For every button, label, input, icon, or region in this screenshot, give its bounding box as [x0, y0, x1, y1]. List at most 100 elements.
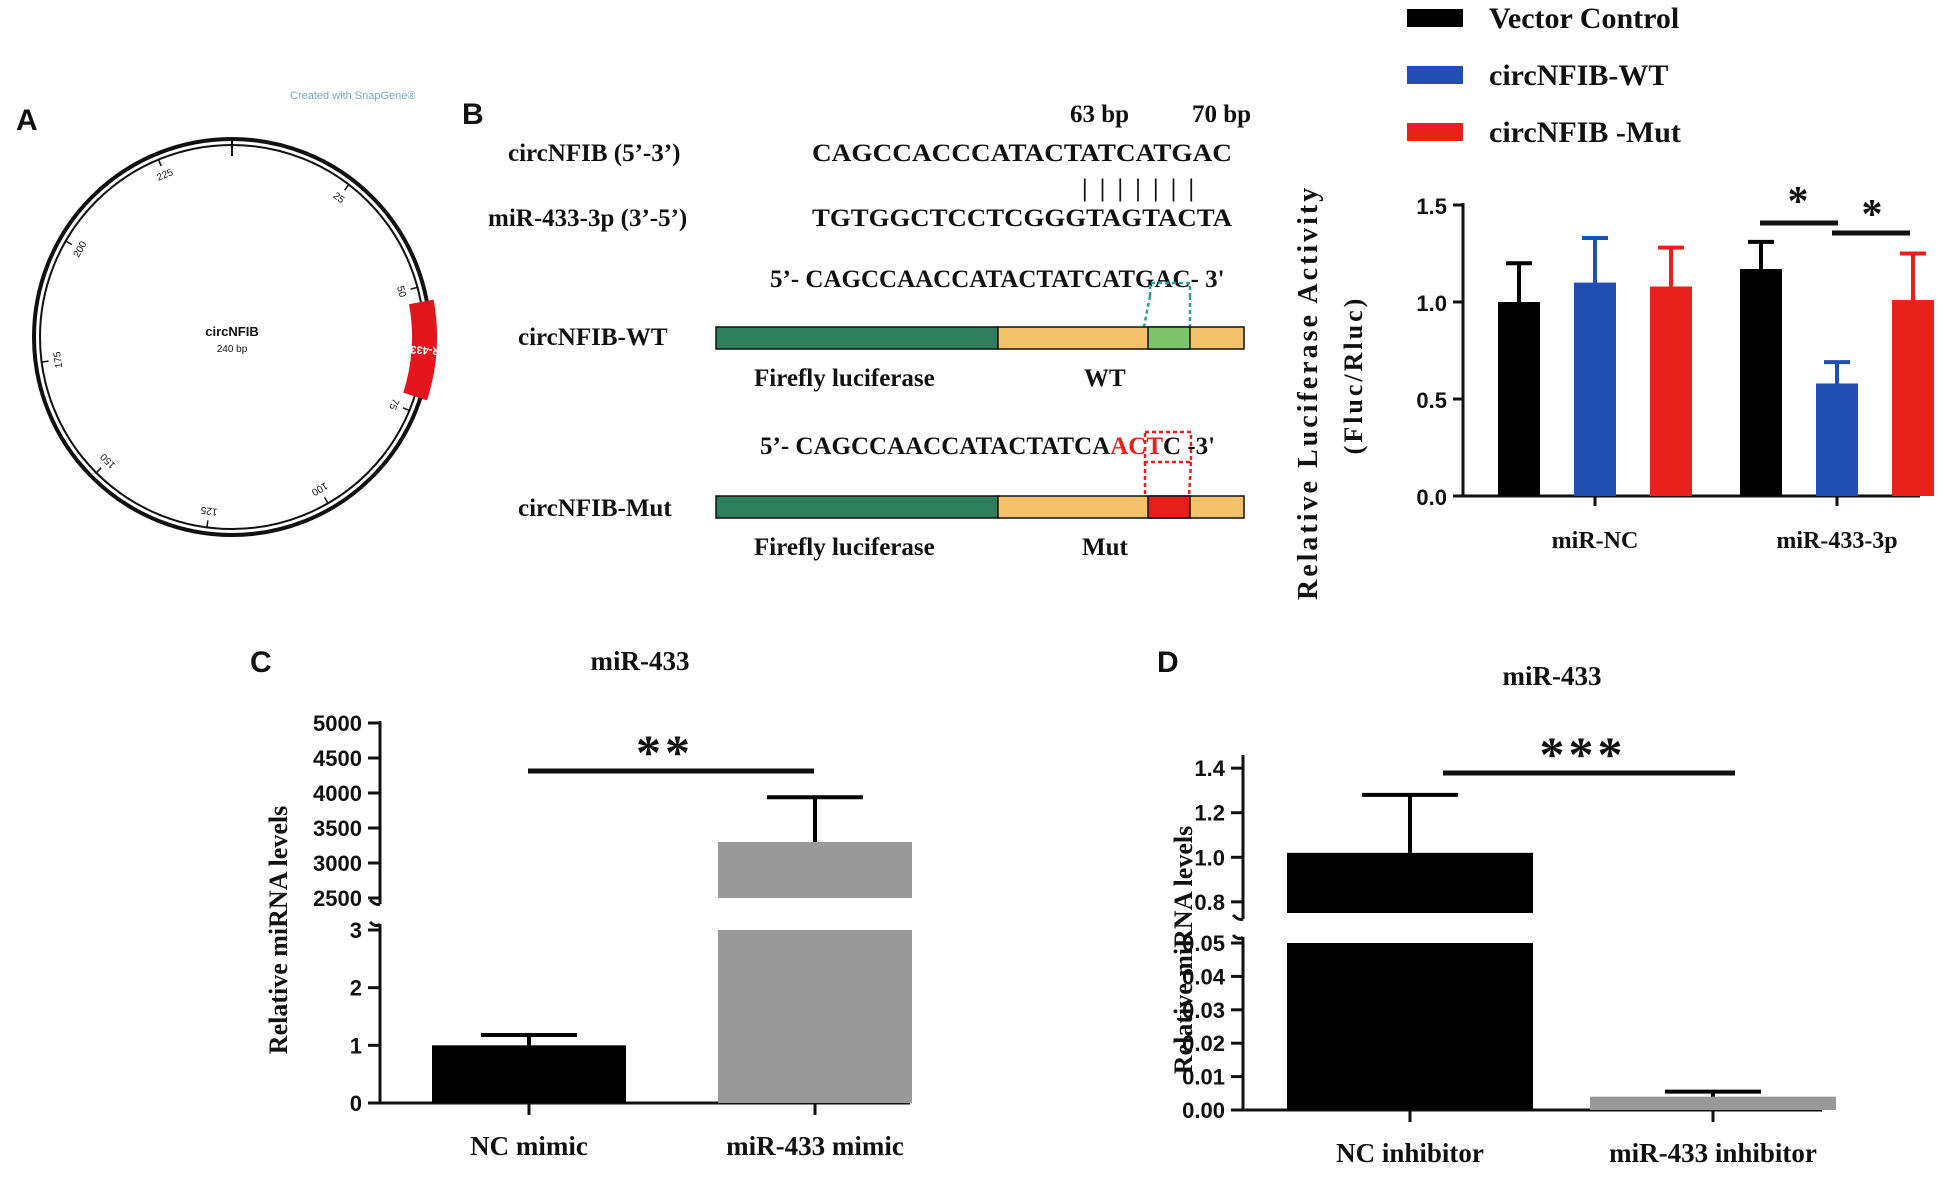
chart-b-category-label: miR-NC	[1552, 528, 1639, 554]
plasmid-size: 240 bp	[217, 344, 248, 355]
chart-d-bar	[1590, 1096, 1836, 1110]
chart-b-ylabel-line1: Relative Luciferase Activity	[1293, 185, 1324, 600]
chart-d-ytick-label-upper: 0.8	[1194, 890, 1225, 915]
chart-c-ytick-label-upper: 2500	[313, 886, 362, 911]
mir-sequence-label: miR-433-3p (3’-5’)	[488, 205, 687, 232]
plasmid-tick	[344, 183, 351, 191]
chart-d-ytick-label-lower: 0.01	[1182, 1065, 1225, 1090]
chart-c-ytick-label-upper: 3000	[313, 851, 362, 876]
chart-c-ytick-label-lower: 1	[350, 1033, 362, 1058]
position-start-label: 63 bp	[1070, 101, 1129, 128]
plasmid-tick-label: 175	[52, 350, 65, 368]
plasmid-tick-label: 100	[309, 479, 329, 497]
panel-letter-a: A	[16, 104, 38, 137]
chart-d-bar-lower	[1287, 943, 1533, 1110]
chart-d-ytick-label-lower: 0.02	[1182, 1031, 1225, 1056]
luciferase-chart: Relative Luciferase Activity (Fluc/Rluc)…	[1293, 2, 1934, 600]
chart-b-legend: Vector Control circNFIB-WT circNFIB -Mut	[1407, 2, 1681, 149]
chart-b-ytick-label: 1.5	[1416, 194, 1447, 219]
chart-b-category-label: miR-433-3p	[1776, 528, 1897, 554]
chart-d-ytick-label-lower: 0.04	[1182, 964, 1226, 989]
chart-d-ytick-label-lower: 0.05	[1182, 931, 1225, 956]
chart-c-ytick-label-upper: 4000	[313, 781, 362, 806]
circnfib-sequence: CAGCCACCCATACTATCATGAC	[812, 140, 1232, 167]
chart-b-bar	[1816, 383, 1858, 496]
panel-letter-d: D	[1157, 646, 1179, 679]
chart-c-ytick-label-upper: 5000	[313, 711, 362, 736]
mut-region-label: Mut	[1082, 534, 1129, 561]
chart-b-legend-swatch	[1407, 123, 1463, 141]
mir-433-3p-sequence: TGTGGCTCCTCGGGTAGTACTA	[812, 205, 1232, 232]
chart-b-legend-swatch	[1407, 66, 1463, 84]
mir-433-binding-site-feature	[403, 299, 437, 401]
chart-c-ytick-label-lower: 3	[350, 918, 362, 943]
chart-b-bar	[1574, 282, 1616, 496]
chart-d-axis-break-upper	[1231, 913, 1244, 921]
chart-b-bar	[1892, 300, 1934, 496]
plasmid-tick-label: 25	[331, 191, 347, 207]
chart-c-title: miR-433	[591, 646, 690, 676]
plasmid-tick-label: 75	[386, 397, 401, 412]
wt-site-connector-left	[1142, 295, 1152, 328]
snapgene-credit: Created with SnapGene®	[290, 90, 416, 102]
mir-433-mimic-chart: miR-433 Relative miRNA levels 2500300035…	[264, 646, 912, 1161]
plasmid-tick-label: 200	[72, 239, 90, 259]
chart-c-ytick-label-lower: 0	[350, 1091, 362, 1116]
mut-site-box	[1143, 430, 1193, 464]
chart-c-axis-break-upper	[368, 898, 381, 906]
plasmid-tick	[402, 407, 411, 412]
chart-b-legend-label: circNFIB -Mut	[1489, 116, 1681, 149]
plasmid-tick	[157, 158, 162, 167]
mut-sequence: 5’- CAGCCAACCATACTATCAACTC -3'	[760, 433, 1215, 460]
pairing-bars: | | | | | | |	[1082, 175, 1194, 202]
chart-d-ytick-label-upper: 1.4	[1194, 756, 1225, 781]
mut-firefly-luciferase-segment	[715, 495, 999, 519]
plasmid-tick-label: 225	[155, 167, 175, 184]
circnfib-sequence-label: circNFIB (5’-3’)	[508, 140, 680, 167]
chart-b-sig-star-1: *	[1788, 179, 1809, 225]
wt-utr-segment	[997, 326, 1245, 350]
chart-b-ylabel-line2: (Fluc/Rluc)	[1339, 296, 1368, 455]
chart-c-bar	[432, 1045, 626, 1103]
chart-c-category-label: miR-433 mimic	[726, 1131, 904, 1161]
chart-b-ytick-label: 0.0	[1416, 485, 1447, 510]
plasmid-tick	[323, 496, 330, 505]
chart-d-category-label: miR-433 inhibitor	[1609, 1138, 1817, 1168]
mut-site-connector-right	[1187, 461, 1193, 497]
plasmid-map: 25 50 75 100 125 150 175 200 225 miR-433-3p circ…	[32, 137, 454, 537]
chart-b-bar	[1498, 302, 1540, 496]
wt-construct-label: circNFIB-WT	[518, 324, 668, 351]
wt-sequence: 5’- CAGCCAACCATACTATCATGAC- 3'	[770, 266, 1225, 293]
mir-433-inhibitor-chart: miR-433 Relative miRNA levels 0.8 1.0 1.2 1…	[1169, 661, 1836, 1168]
chart-c-category-label: NC mimic	[470, 1131, 588, 1161]
mut-reporter-label: Firefly luciferase	[754, 534, 935, 561]
chart-d-axis-break-lower	[1231, 933, 1245, 941]
wt-binding-site-segment	[1147, 326, 1191, 350]
panel-letter-c: C	[250, 646, 272, 679]
chart-d-sig-stars: ***	[1540, 726, 1627, 782]
mut-utr-segment	[997, 495, 1245, 519]
chart-c-axis-break-lower	[368, 920, 382, 928]
chart-b-legend-label: circNFIB-WT	[1489, 59, 1668, 92]
chart-d-ytick-label-upper: 1.0	[1194, 845, 1225, 870]
mut-binding-site-segment	[1147, 495, 1191, 519]
chart-b-ytick-label: 1.0	[1416, 291, 1447, 316]
plasmid-tick	[94, 467, 102, 475]
chart-c-ytick-label-upper: 4500	[313, 746, 362, 771]
panel-letter-b: B	[462, 98, 484, 131]
chart-d-ytick-label-lower: 0.00	[1182, 1098, 1225, 1123]
wt-region-label: WT	[1084, 365, 1126, 392]
chart-b-bar	[1650, 286, 1692, 496]
mut-construct-label: circNFIB-Mut	[518, 495, 672, 522]
chart-c-bar-lower	[718, 930, 912, 1103]
plasmid-tick-label: 125	[200, 504, 218, 517]
plasmid-tick	[206, 520, 209, 529]
chart-c-ytick-label-lower: 2	[350, 976, 362, 1001]
chart-d-ytick-label-upper: 1.2	[1194, 801, 1225, 826]
chart-b-legend-swatch	[1407, 9, 1463, 27]
chart-c-bar-upper	[718, 842, 912, 898]
chart-d-category-label: NC inhibitor	[1336, 1138, 1484, 1168]
wt-firefly-luciferase-segment	[715, 326, 999, 350]
plasmid-tick	[410, 286, 419, 290]
